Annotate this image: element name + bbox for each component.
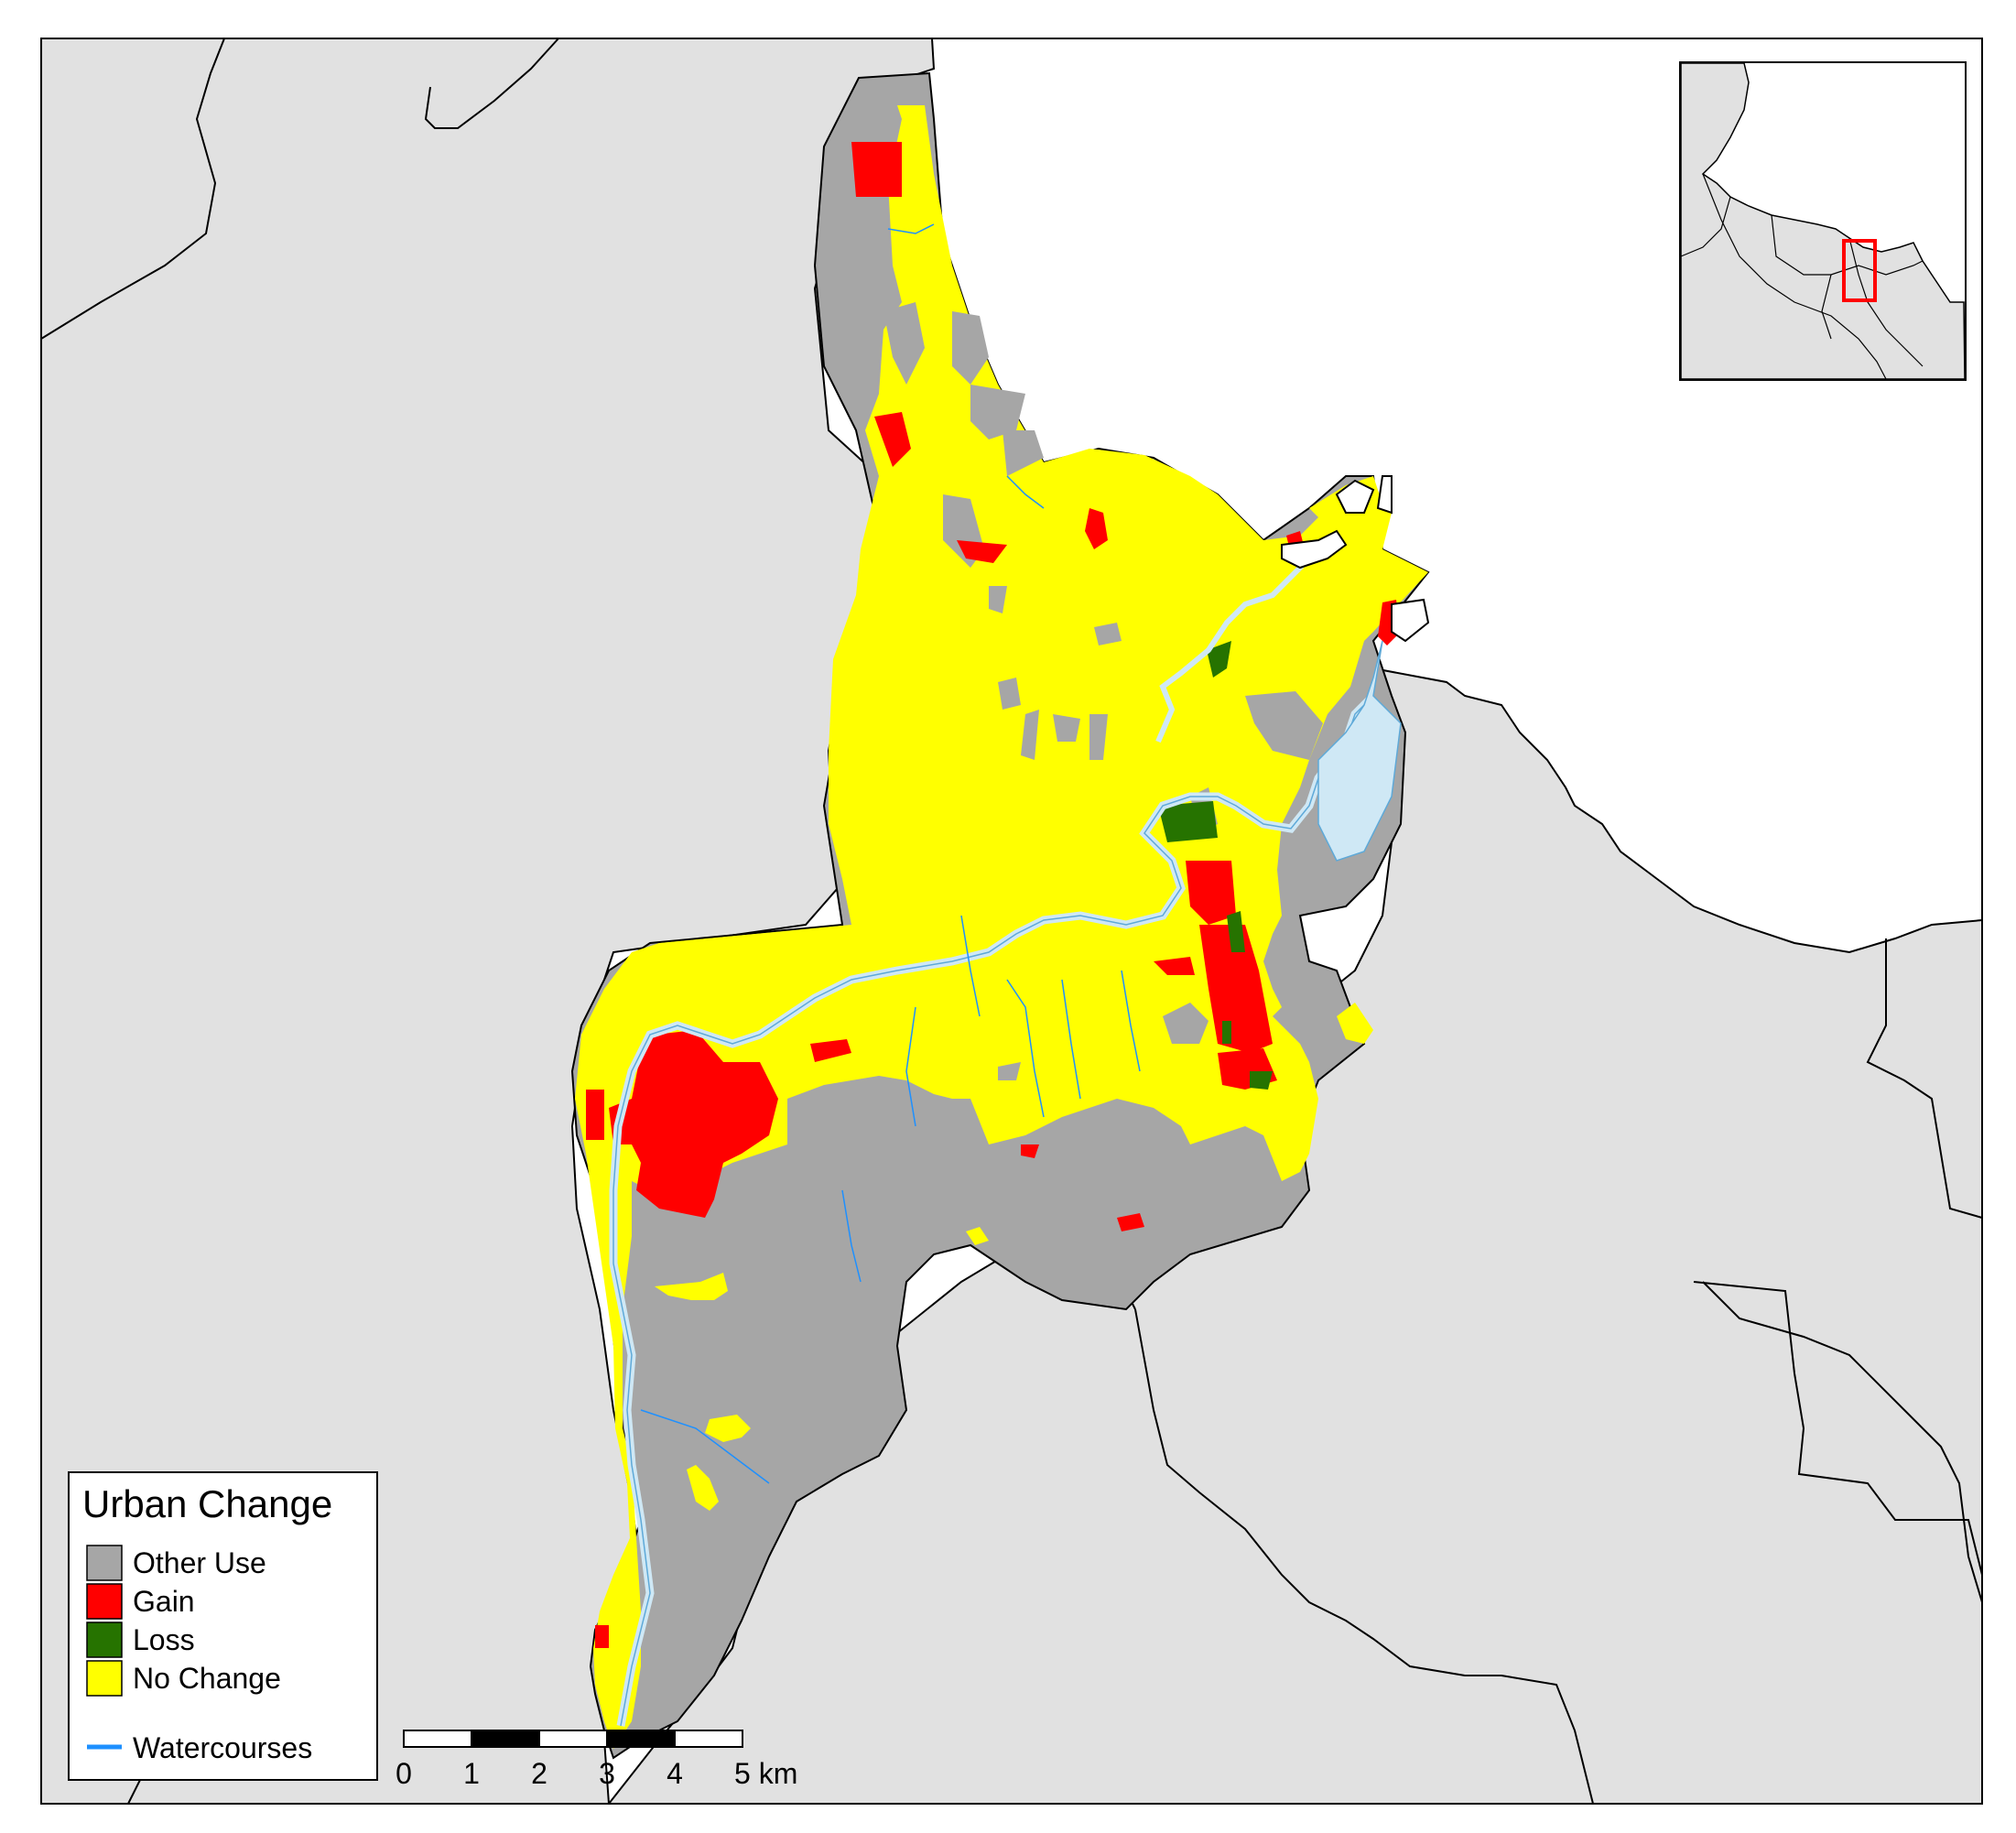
inset-land bbox=[1680, 62, 1966, 380]
scale-tick-5: 5 km bbox=[734, 1757, 797, 1790]
scale-segment-3 bbox=[606, 1730, 676, 1748]
loss-areas bbox=[1158, 641, 1273, 1090]
north-river bbox=[1155, 547, 1321, 743]
no-change-areas bbox=[575, 105, 1428, 1749]
scale-tick-3: 3 bbox=[599, 1757, 615, 1790]
scale-tick-1: 1 bbox=[463, 1757, 480, 1790]
legend-label-gain: Gain bbox=[133, 1585, 195, 1618]
inset-map bbox=[1679, 61, 1967, 381]
legend-label-loss: Loss bbox=[133, 1623, 195, 1656]
map-frame bbox=[40, 38, 1983, 1805]
scale-tick-0: 0 bbox=[396, 1757, 412, 1790]
map-border bbox=[40, 38, 1983, 1805]
legend: Urban Change Other Use Gain Loss No Chan… bbox=[68, 1471, 378, 1781]
scale-segment-2 bbox=[538, 1730, 608, 1748]
scale-segment-1 bbox=[471, 1730, 540, 1748]
main-river-outline bbox=[612, 695, 1374, 1727]
legend-label-watercourses: Watercourses bbox=[133, 1731, 312, 1764]
legend-swatch-loss bbox=[86, 1622, 123, 1658]
watercourses bbox=[640, 223, 1141, 1484]
scale-bar: 0 1 2 3 4 5 km bbox=[396, 1730, 797, 1790]
inset-extent-box bbox=[1842, 239, 1877, 302]
legend-label-other-use: Other Use bbox=[133, 1546, 266, 1579]
scale-segment-4 bbox=[674, 1730, 743, 1748]
legend-swatch-other-use bbox=[86, 1545, 123, 1581]
scale-tick-2: 2 bbox=[531, 1757, 547, 1790]
gain-areas bbox=[586, 142, 1401, 1648]
legend-swatch-gain bbox=[86, 1583, 123, 1620]
port-structures bbox=[1281, 475, 1430, 643]
scale-tick-4: 4 bbox=[667, 1757, 683, 1790]
legend-swatch-no-change bbox=[86, 1660, 123, 1697]
estuary bbox=[1317, 640, 1402, 862]
scale-segment-0 bbox=[403, 1730, 472, 1748]
legend-title: Urban Change bbox=[82, 1482, 332, 1525]
legend-label-no-change: No Change bbox=[133, 1662, 281, 1695]
